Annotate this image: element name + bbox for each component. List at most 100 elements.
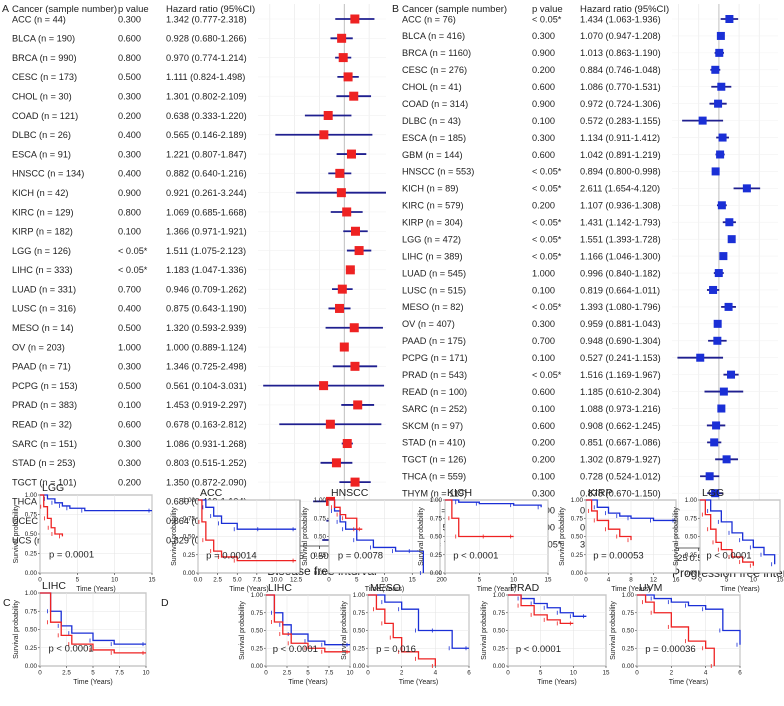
row-label: GBM (n = 144) bbox=[402, 150, 463, 160]
hr-marker bbox=[709, 285, 718, 294]
row-hazard-ratio: 0.928 (0.680-1.266) bbox=[166, 34, 247, 44]
row-hazard-ratio: 1.551 (1.393-1.728) bbox=[580, 234, 661, 244]
row-hazard-ratio: 0.948 (0.690-1.304) bbox=[580, 336, 661, 346]
km-x-axis-label: Time (Years) bbox=[669, 679, 709, 686]
km-x-tick-label: 10 bbox=[346, 670, 354, 677]
km-y-tick-label: 1.00 bbox=[622, 592, 635, 599]
km-x-tick-label: 5 bbox=[306, 670, 310, 677]
row-pvalue: 0.300 bbox=[118, 362, 141, 372]
hr-marker bbox=[727, 235, 736, 244]
hr-marker bbox=[323, 110, 333, 120]
hr-marker bbox=[346, 149, 356, 159]
hr-marker bbox=[725, 15, 734, 23]
km-x-tick-label: 12 bbox=[650, 577, 658, 584]
row-label: READ (n = 100) bbox=[402, 387, 467, 397]
km-x-axis-label: Time (Years) bbox=[611, 586, 651, 593]
km-y-tick-label: 0.75 bbox=[183, 515, 196, 522]
row-label: ESCA (n = 185) bbox=[402, 133, 466, 143]
header-cancer: Cancer (sample number) bbox=[12, 4, 117, 15]
row-hazard-ratio: 1.221 (0.807-1.847) bbox=[166, 149, 247, 159]
km-plot-acc: ACC 0.00 0.25 0.50 0.75 1.00 0.0 2.5 5.0 7.5 10.0 1… bbox=[171, 487, 303, 593]
km-curve-high bbox=[445, 499, 542, 508]
km-curve-low bbox=[637, 594, 715, 666]
km-x-tick-label: 12.5 bbox=[290, 577, 303, 584]
row-pvalue: 0.500 bbox=[118, 323, 141, 333]
km-x-tick-label: 15 bbox=[602, 670, 610, 677]
km-y-tick-label: 0.25 bbox=[25, 551, 38, 558]
row-label: BLCA (n = 190) bbox=[12, 34, 75, 44]
row-hazard-ratio: 1.183 (1.047-1.336) bbox=[166, 265, 247, 275]
header-pvalue: p value bbox=[532, 4, 563, 15]
km-pvalue: p = 0.00036 bbox=[645, 644, 695, 655]
km-y-tick-label: 0.50 bbox=[353, 628, 366, 635]
km-y-tick-label: 0.25 bbox=[622, 645, 635, 652]
hr-marker bbox=[717, 82, 726, 91]
row-pvalue: 0.400 bbox=[118, 169, 141, 179]
km-title: KICH bbox=[447, 487, 472, 499]
km-pvalue: p < 0.0001 bbox=[48, 643, 93, 654]
row-label: ACC (n = 44) bbox=[12, 14, 66, 24]
row-pvalue: < 0.05* bbox=[118, 246, 148, 256]
km-x-tick-label: 7.5 bbox=[325, 670, 334, 677]
hr-marker bbox=[696, 353, 705, 362]
table-row: HNSCC (n = 134) 0.400 0.882 (0.640-1.216) bbox=[12, 169, 352, 179]
hr-marker bbox=[711, 489, 720, 498]
table-row: PAAD (n = 175) 0.700 0.948 (0.690-1.304) bbox=[402, 336, 727, 346]
table-row: LIHC (n = 333) < 0.05* 1.183 (1.047-1.336) bbox=[12, 265, 355, 275]
row-hazard-ratio: 1.320 (0.593-2.939) bbox=[166, 323, 247, 333]
km-y-axis-label: Survival probability bbox=[481, 601, 488, 660]
row-pvalue: 0.600 bbox=[532, 387, 555, 397]
row-hazard-ratio: 0.894 (0.800-0.998) bbox=[580, 167, 661, 177]
km-x-tick-label: 8 bbox=[629, 577, 633, 584]
km-y-tick-label: 1.00 bbox=[493, 592, 506, 599]
km-x-tick-label: 2 bbox=[400, 670, 404, 677]
row-label: THCA (n = 559) bbox=[402, 472, 466, 482]
km-y-tick-label: 0.75 bbox=[314, 515, 327, 522]
hr-marker bbox=[716, 31, 725, 40]
km-y-tick-label: 0.25 bbox=[183, 552, 196, 559]
panel-letter: B bbox=[392, 3, 399, 15]
row-hazard-ratio: 0.908 (0.662-1.245) bbox=[580, 421, 661, 431]
table-row: CESC (n = 276) 0.200 0.884 (0.746-1.048) bbox=[402, 65, 721, 75]
row-hazard-ratio: 0.959 (0.881-1.043) bbox=[580, 319, 661, 329]
table-row: KIRC (n = 579) 0.200 1.107 (0.936-1.308) bbox=[402, 201, 727, 211]
km-y-tick-label: 0.00 bbox=[314, 570, 327, 577]
km-plot-meso: MESO 0.00 0.25 0.50 0.75 1.00 0 2 4 6 p = 0.016 Sur… bbox=[341, 582, 471, 686]
km-x-tick-label: 5.0 bbox=[233, 577, 242, 584]
km-pvalue: p = 0.00014 bbox=[206, 550, 256, 561]
row-label: SARC (n = 252) bbox=[402, 404, 467, 414]
table-row: CHOL (n = 30) 0.300 1.301 (0.802-2.109) bbox=[12, 91, 372, 101]
hr-marker bbox=[725, 218, 734, 227]
hr-marker bbox=[719, 252, 728, 261]
header-pvalue: p value bbox=[118, 4, 149, 15]
km-y-tick-label: 0.25 bbox=[685, 552, 698, 559]
km-y-tick-label: 1.00 bbox=[685, 497, 698, 504]
row-label: LUSC (n = 515) bbox=[402, 285, 466, 295]
row-label: PCPG (n = 153) bbox=[12, 381, 78, 391]
row-hazard-ratio: 1.342 (0.777-2.318) bbox=[166, 14, 247, 24]
row-label: SARC (n = 151) bbox=[12, 439, 77, 449]
row-label: OV (n = 407) bbox=[402, 319, 455, 329]
row-pvalue: 0.200 bbox=[532, 65, 555, 75]
km-title: ACC bbox=[200, 487, 223, 499]
km-y-tick-label: 1.00 bbox=[430, 497, 443, 504]
row-pvalue: 0.300 bbox=[118, 91, 141, 101]
hr-marker bbox=[349, 323, 359, 333]
row-pvalue: < 0.05* bbox=[532, 251, 562, 261]
km-y-tick-label: 0.25 bbox=[353, 645, 366, 652]
km-x-tick-label: 0 bbox=[584, 577, 588, 584]
km-x-tick-label: 4 bbox=[607, 577, 611, 584]
hr-marker bbox=[353, 400, 363, 410]
table-row: DLBC (n = 43) 0.100 0.572 (0.283-1.155) bbox=[402, 116, 724, 126]
km-y-tick-label: 1.00 bbox=[183, 497, 196, 504]
hr-marker bbox=[719, 387, 728, 396]
hr-marker bbox=[722, 455, 731, 464]
km-x-tick-label: 0 bbox=[327, 577, 331, 584]
km-x-tick-label: 5 bbox=[725, 577, 729, 584]
hr-marker bbox=[713, 319, 722, 328]
km-curve-high bbox=[40, 494, 152, 512]
km-y-tick-label: 0.25 bbox=[251, 645, 264, 652]
forest-panel-b: B Cancer (sample number) p value Hazard rat… bbox=[392, 3, 784, 580]
